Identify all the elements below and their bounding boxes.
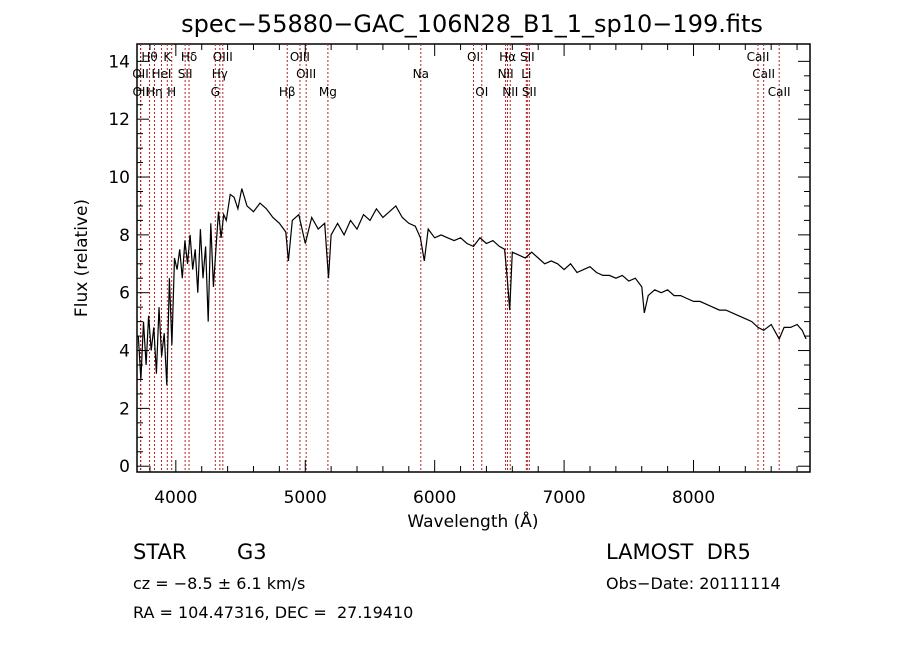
y-tick-label: 14 <box>108 52 130 72</box>
line-label: OII <box>132 85 149 99</box>
object-subclass: G3 <box>237 540 267 564</box>
chart-title: spec−55880−GAC_106N28_B1_1_sp10−199.fits <box>181 10 763 38</box>
line-markers <box>139 44 780 472</box>
line-label: Hγ <box>212 67 228 81</box>
y-tick-label: 0 <box>119 457 130 477</box>
line-label: OIII <box>296 67 316 81</box>
y-tick-label: 4 <box>119 342 130 362</box>
line-label: Mg <box>319 85 337 99</box>
line-label: CaII <box>747 50 770 64</box>
line-labels: Hθ K Hδ OIII OIII OI Hα SII CaII OII HeI SII Hγ OIII N… <box>132 50 790 99</box>
y-axis-label: Flux (relative) <box>72 199 92 317</box>
y-tick-label: 12 <box>108 110 130 130</box>
line-label: Hθ <box>141 50 157 64</box>
y-tick-label: 10 <box>108 168 130 188</box>
line-label: Hη <box>146 85 163 99</box>
line-label: Hβ <box>279 85 296 99</box>
line-label: SII <box>520 50 535 64</box>
redshift-value: cz = −8.5 ± 6.1 km/s <box>133 574 306 593</box>
line-label: K <box>163 50 172 64</box>
line-label: HeI <box>151 67 171 81</box>
line-label: OI <box>467 50 480 64</box>
line-label: NII <box>498 67 514 81</box>
line-label: OI <box>475 85 488 99</box>
y-tick-label: 8 <box>119 226 130 246</box>
x-tick-label: 5000 <box>284 488 327 508</box>
object-class: STAR <box>133 540 187 564</box>
x-tick-label: 6000 <box>413 488 456 508</box>
line-label: OII <box>132 67 149 81</box>
spectrum-line <box>137 188 807 386</box>
line-label: Hδ <box>181 50 197 64</box>
line-label: Li <box>521 67 531 81</box>
line-label: OIII <box>290 50 310 64</box>
line-label: Na <box>413 67 429 81</box>
x-tick-label: 7000 <box>542 488 585 508</box>
line-label: CaII <box>768 85 791 99</box>
survey-name: LAMOST DR5 <box>606 540 751 564</box>
line-label: SII <box>522 85 537 99</box>
line-label: Hα <box>499 50 516 64</box>
coordinates: RA = 104.47316, DEC = 27.19410 <box>133 603 414 622</box>
line-label: G <box>211 85 220 99</box>
x-tick-label: 4000 <box>154 488 197 508</box>
line-label: NII <box>502 85 518 99</box>
y-tick-label: 6 <box>119 284 130 304</box>
y-axis: 0 2 4 6 8 10 12 14 <box>108 52 810 477</box>
line-label: H <box>167 85 176 99</box>
x-axis-label: Wavelength (Å) <box>407 510 538 532</box>
line-label: SII <box>178 67 193 81</box>
spectrum-series <box>137 188 807 386</box>
line-label: CaII <box>752 67 775 81</box>
x-tick-label: 8000 <box>672 488 715 508</box>
y-tick-label: 2 <box>119 399 130 419</box>
observation-date: Obs−Date: 20111114 <box>606 574 781 593</box>
x-axis: 4000 5000 6000 7000 8000 <box>149 44 798 508</box>
line-label: OIII <box>213 50 233 64</box>
